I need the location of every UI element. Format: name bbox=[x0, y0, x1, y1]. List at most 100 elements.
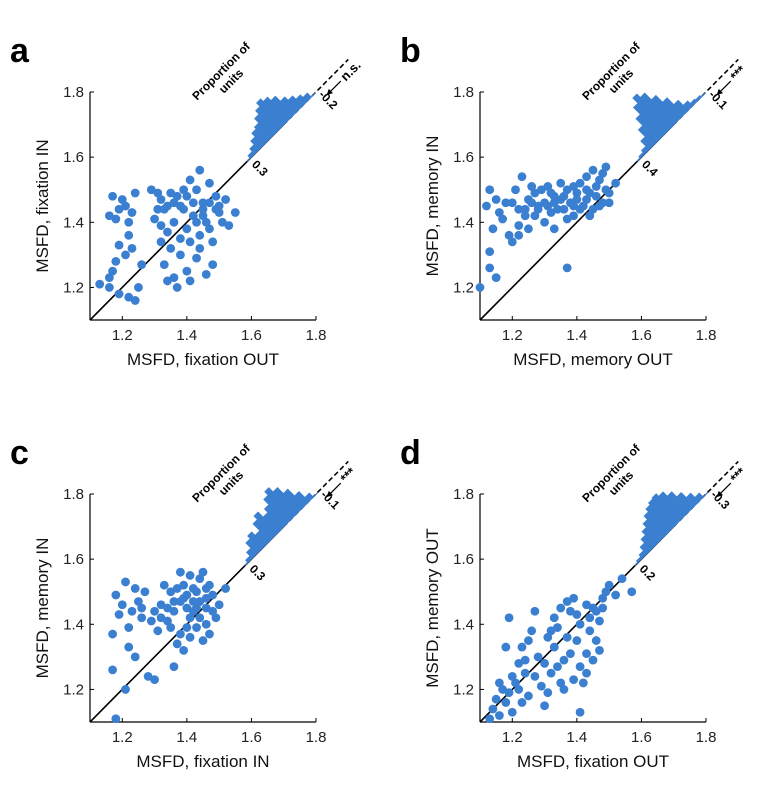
histogram-bar bbox=[263, 494, 292, 524]
scatter-point bbox=[172, 191, 182, 201]
scatter-point bbox=[514, 221, 524, 230]
y-tick-label: 1.6 bbox=[63, 149, 84, 166]
scatter-point bbox=[494, 678, 504, 688]
scatter-point bbox=[153, 188, 163, 198]
histogram-baseline bbox=[634, 492, 708, 566]
scatter-point bbox=[124, 217, 134, 227]
scatter-point bbox=[156, 221, 166, 230]
scatter-point bbox=[582, 172, 591, 182]
scatter-point bbox=[595, 616, 604, 626]
scatter-point bbox=[575, 619, 585, 629]
histogram-bar bbox=[262, 96, 290, 124]
scatter-point bbox=[514, 685, 524, 694]
scatter-point bbox=[117, 600, 127, 610]
scatter-point bbox=[504, 230, 514, 240]
scatter-point bbox=[185, 237, 195, 247]
scatter-point bbox=[205, 178, 214, 188]
scatter-point bbox=[137, 603, 147, 613]
x-tick-label: 1.6 bbox=[241, 729, 262, 746]
scatter-point bbox=[198, 636, 208, 645]
scatter-point bbox=[182, 266, 192, 276]
scatter-point bbox=[108, 191, 117, 201]
scatter-point bbox=[494, 711, 504, 720]
histogram-bar bbox=[283, 488, 305, 511]
scatter-point bbox=[604, 580, 614, 590]
histogram-bar bbox=[247, 531, 266, 550]
histogram-bar bbox=[304, 492, 314, 502]
scatter-point bbox=[588, 655, 598, 665]
histogram-bar bbox=[690, 98, 698, 106]
scatter-points bbox=[108, 567, 231, 724]
histogram-bar bbox=[643, 511, 669, 537]
scatter-point bbox=[195, 243, 205, 253]
scatter-point bbox=[582, 649, 591, 658]
scatter-point bbox=[546, 188, 556, 198]
scatter-point bbox=[195, 613, 205, 623]
scatter-point bbox=[150, 675, 159, 685]
histogram-title-line: Proportion of bbox=[189, 39, 253, 103]
scatter-point bbox=[507, 707, 517, 717]
scatter-point bbox=[192, 603, 201, 613]
histogram-bar bbox=[262, 512, 283, 533]
scatter-point bbox=[485, 714, 495, 724]
scatter-point bbox=[582, 195, 591, 204]
scatter-point bbox=[569, 211, 579, 221]
scatter-point bbox=[108, 665, 117, 675]
scatter-point bbox=[517, 172, 527, 182]
scatter-point bbox=[572, 610, 582, 619]
scatter-point bbox=[117, 195, 127, 204]
y-axis-label: MSFD, memory OUT bbox=[423, 528, 442, 688]
x-tick-label: 1.4 bbox=[176, 327, 197, 344]
scatter-point bbox=[582, 600, 591, 610]
scatter-point bbox=[176, 234, 185, 243]
scatter-point bbox=[124, 642, 134, 652]
scatter-point bbox=[182, 191, 192, 201]
scatter-point bbox=[127, 243, 137, 253]
scatter-point bbox=[562, 632, 572, 642]
scatter-point bbox=[208, 260, 218, 270]
hist-top-label: 0.2 bbox=[637, 562, 659, 584]
scatter-point bbox=[179, 185, 189, 195]
scatter-point bbox=[192, 217, 201, 227]
scatter-point bbox=[208, 237, 218, 247]
x-tick-label: 1.6 bbox=[631, 327, 652, 344]
scatter-point bbox=[111, 256, 121, 266]
scatter-point bbox=[211, 191, 221, 201]
histogram-bar bbox=[651, 493, 682, 524]
scatter-point bbox=[111, 714, 121, 724]
x-tick-label: 1.6 bbox=[241, 327, 262, 344]
histogram-baseline bbox=[244, 492, 318, 566]
scatter-point bbox=[520, 668, 530, 678]
scatter-point bbox=[224, 221, 234, 230]
scatter-point bbox=[114, 610, 124, 619]
x-tick-label: 1.2 bbox=[502, 327, 523, 344]
histogram-bar bbox=[263, 504, 288, 528]
histogram-bar bbox=[642, 519, 665, 541]
scatter-point bbox=[533, 204, 543, 214]
scatter-point bbox=[130, 188, 140, 198]
histogram-bar bbox=[694, 492, 704, 502]
scatter-point bbox=[179, 593, 189, 603]
scatter-point bbox=[524, 636, 533, 645]
scatter-point bbox=[198, 567, 208, 577]
y-tick-label: 1.8 bbox=[63, 84, 84, 101]
scatter-point bbox=[598, 603, 608, 613]
scatter-point bbox=[211, 204, 221, 214]
histogram-title-line: Proportion of bbox=[579, 441, 643, 505]
scatter-point bbox=[188, 597, 198, 606]
scatter-point bbox=[169, 662, 179, 672]
scatter-point bbox=[491, 273, 501, 283]
scatter-point bbox=[121, 577, 130, 587]
scatter-point bbox=[176, 567, 185, 577]
scatter-point bbox=[134, 597, 143, 606]
scatter-point bbox=[501, 698, 511, 707]
scatter-point bbox=[201, 619, 211, 629]
scatter-point bbox=[188, 211, 198, 221]
scatter-point bbox=[140, 587, 150, 597]
scatter-point bbox=[153, 626, 163, 636]
scatter-point bbox=[504, 613, 514, 623]
x-tick-label: 1.4 bbox=[566, 327, 587, 344]
scatter-point bbox=[501, 642, 511, 652]
scatter-point bbox=[595, 201, 604, 211]
